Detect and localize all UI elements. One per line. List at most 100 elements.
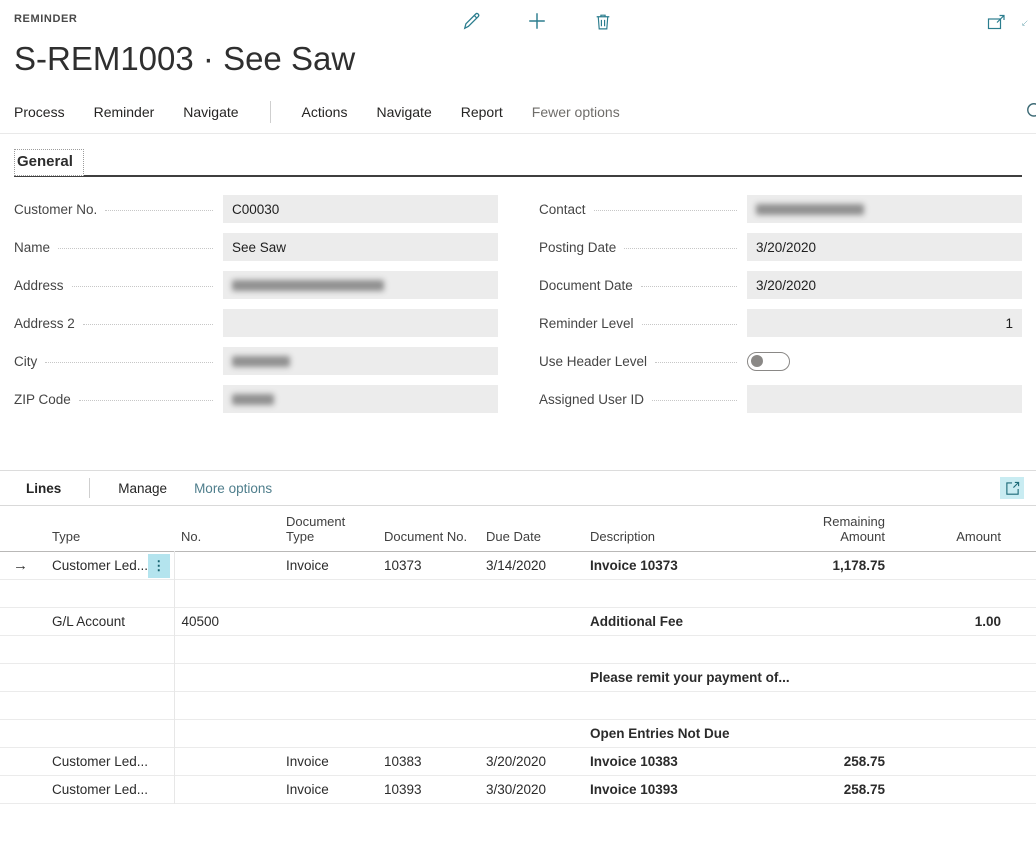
field-label: ZIP Code (14, 391, 71, 407)
lines-section: Lines Manage More options Type No. Docum… (0, 470, 1036, 804)
menu-item-navigate-2[interactable]: Navigate (376, 104, 432, 120)
customer-no-input[interactable]: C00030 (223, 195, 498, 223)
field-label: Reminder Level (539, 315, 634, 331)
manage-tab[interactable]: Manage (118, 480, 168, 496)
table-header-row: Type No. Document Type Document No. Due … (0, 506, 1036, 552)
toggle-knob (751, 354, 763, 367)
field-contact: Contact (539, 195, 1022, 223)
search-icon[interactable] (1025, 101, 1036, 124)
table-row[interactable]: Please remit your payment of... (0, 663, 1036, 692)
dotted-leader (82, 323, 213, 325)
field-label: Assigned User ID (539, 391, 645, 407)
row-indicator-header (0, 506, 40, 552)
menu-item-reminder[interactable]: Reminder (93, 104, 155, 120)
dotted-leader (641, 323, 737, 325)
focus-mode-icon[interactable] (1000, 477, 1024, 499)
address-input[interactable] (223, 271, 498, 299)
lines-table: Type No. Document Type Document No. Due … (0, 506, 1036, 804)
posting-date-input[interactable]: 3/20/2020 (747, 233, 1022, 261)
field-customer-no: Customer No. C00030 (14, 195, 498, 223)
column-header-no[interactable]: No. (181, 529, 202, 544)
page-header: REMINDER (0, 0, 1036, 78)
table-row[interactable]: → Customer Led... ⋮ Invoice 10373 3/14/2… (0, 551, 1036, 580)
clipped-edge-icon[interactable] (1022, 12, 1028, 34)
city-input[interactable] (223, 347, 498, 375)
field-label: Contact (539, 201, 586, 217)
menu-divider (269, 101, 271, 123)
dotted-leader (71, 285, 213, 287)
add-new-icon[interactable] (526, 10, 548, 32)
contact-input[interactable] (747, 195, 1022, 223)
fewer-options-button[interactable]: Fewer options (531, 104, 620, 120)
column-header-amount[interactable]: Amount (956, 529, 1001, 544)
action-bar: Process Reminder Navigate Actions Naviga… (0, 92, 1036, 134)
general-left-column: Customer No. C00030 Name See Saw Address… (14, 195, 498, 423)
dotted-leader (652, 399, 737, 401)
field-address: Address (14, 271, 498, 299)
menu-item-process[interactable]: Process (14, 104, 65, 120)
column-header-remaining-amount[interactable]: Remaining Amount (822, 514, 885, 544)
table-row[interactable]: G/L Account 40500 Additional Fee 1.00 (0, 607, 1036, 636)
reminder-level-input[interactable]: 1 (747, 309, 1022, 337)
field-name: Name See Saw (14, 233, 498, 261)
table-row[interactable] (0, 635, 1036, 664)
field-assigned-user-id: Assigned User ID (539, 385, 1022, 413)
field-posting-date: Posting Date 3/20/2020 (539, 233, 1022, 261)
open-in-new-window-icon[interactable] (986, 12, 1008, 34)
record-type-caption: REMINDER (14, 13, 78, 25)
dotted-leader (593, 209, 737, 211)
dotted-leader (105, 209, 213, 211)
redacted-value (232, 279, 384, 291)
dotted-leader (624, 247, 737, 249)
document-date-input[interactable]: 3/20/2020 (747, 271, 1022, 299)
row-menu-ellipsis-icon[interactable]: ⋮ (148, 553, 170, 578)
column-header-document-type[interactable]: Document Type (286, 514, 346, 544)
field-reminder-level: Reminder Level 1 (539, 309, 1022, 337)
address-2-input[interactable] (223, 309, 498, 337)
more-options-button[interactable]: More options (194, 480, 273, 496)
table-row[interactable] (0, 579, 1036, 608)
field-zip-code: ZIP Code (14, 385, 498, 413)
column-header-type[interactable]: Type (52, 529, 81, 544)
menu-item-navigate[interactable]: Navigate (183, 104, 239, 120)
field-label: Address (14, 277, 64, 293)
field-label: City (14, 353, 38, 369)
menu-item-report[interactable]: Report (460, 104, 503, 120)
page-title: S-REM1003 · See Saw (14, 40, 356, 77)
general-right-column: Contact Posting Date 3/20/2020 Document … (539, 195, 1022, 423)
field-use-header-level: Use Header Level (539, 347, 1022, 375)
menu-item-actions[interactable]: Actions (301, 104, 348, 120)
dotted-leader (58, 247, 213, 249)
field-address-2: Address 2 (14, 309, 498, 337)
name-input[interactable]: See Saw (223, 233, 498, 261)
table-row[interactable]: Customer Led... Invoice 10393 3/30/2020 … (0, 775, 1036, 804)
column-header-due-date[interactable]: Due Date (486, 529, 541, 544)
field-label: Use Header Level (539, 353, 648, 369)
active-row-arrow-icon: → (13, 557, 28, 574)
field-document-date: Document Date 3/20/2020 (539, 271, 1022, 299)
general-section: General Customer No. C00030 Name See Saw… (0, 149, 1036, 423)
dotted-leader (78, 399, 213, 401)
field-city: City (14, 347, 498, 375)
field-label: Name (14, 239, 51, 255)
field-label: Customer No. (14, 201, 98, 217)
column-header-description[interactable]: Description (590, 529, 656, 544)
lines-tab[interactable]: Lines (26, 480, 62, 496)
field-label: Address 2 (14, 315, 75, 331)
dotted-leader (655, 361, 737, 363)
dotted-leader (45, 361, 213, 363)
field-label: Posting Date (539, 239, 617, 255)
field-label: Document Date (539, 277, 633, 293)
column-header-document-no[interactable]: Document No. (384, 529, 468, 544)
table-row[interactable] (0, 691, 1036, 720)
zip-code-input[interactable] (223, 385, 498, 413)
redacted-value (232, 355, 290, 367)
table-row[interactable]: Customer Led... Invoice 10383 3/20/2020 … (0, 747, 1036, 776)
delete-trash-icon[interactable] (592, 10, 614, 32)
table-row[interactable]: Open Entries Not Due (0, 719, 1036, 748)
edit-pencil-icon[interactable] (460, 10, 482, 32)
lines-strip-divider (89, 478, 91, 498)
general-section-header[interactable]: General (14, 149, 84, 176)
use-header-level-toggle[interactable] (747, 351, 790, 371)
assigned-user-id-input[interactable] (747, 385, 1022, 413)
